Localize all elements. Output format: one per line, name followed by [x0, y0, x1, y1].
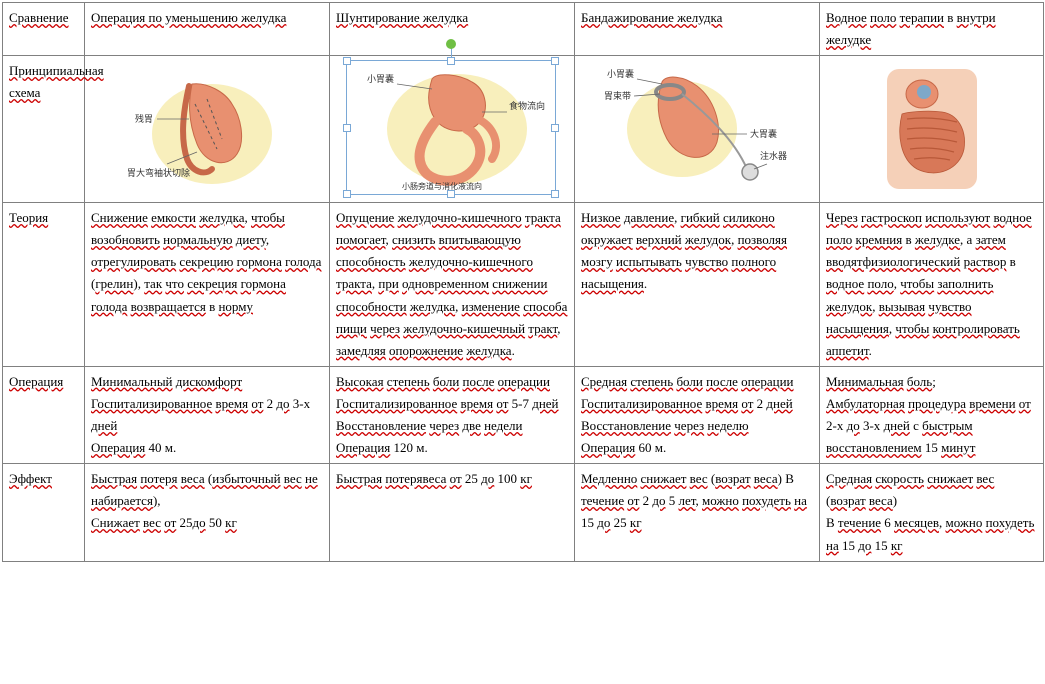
row-label-cell: Принципиальная схема	[3, 56, 85, 203]
cell-text: Низкое давление, гибкий силиконо окружае…	[581, 210, 787, 291]
diagram-cell-1: 残胃 胃大弯袖状切除	[85, 56, 330, 203]
diagram-label: 胃大弯袖状切除	[127, 167, 190, 178]
header-cell: Сравнение	[3, 3, 85, 56]
resize-handle[interactable]	[343, 190, 351, 198]
effect-cell: Медленно снижает вес (возрат веса) В теч…	[575, 464, 820, 561]
effect-cell: Быстрая потерявеса от 25 до 100 кг	[330, 464, 575, 561]
effect-cell: Средная скорость снижает вес (возрат вес…	[820, 464, 1044, 561]
header-cell: Операция по уменьшению желудка	[85, 3, 330, 56]
diagram-label: 小胃囊	[607, 68, 634, 79]
row-label-cell: Теория	[3, 203, 85, 367]
scheme-row: Принципиальная схема 残胃 胃大弯袖状切除	[3, 56, 1044, 203]
resize-handle[interactable]	[447, 190, 455, 198]
row-label: Теория	[9, 210, 48, 225]
resize-handle[interactable]	[343, 57, 351, 65]
effect-row: Эффект Быстрая потеря веса (избыточный в…	[3, 464, 1044, 561]
cell-text: Высокая степень боли после операции Госп…	[336, 374, 559, 455]
row-label: Операция	[9, 374, 63, 389]
operation-cell: Высокая степень боли после операции Госп…	[330, 366, 575, 463]
cell-text: Медленно снижает вес (возрат веса) В теч…	[581, 471, 807, 530]
header-label: Бандажирование желудка	[581, 10, 722, 25]
operation-cell: Средная степень боли после операции Госп…	[575, 366, 820, 463]
diagram-label: 注水器	[760, 150, 787, 161]
diagram-cell-3: 小胃囊 胃束带 大胃囊 注水器	[575, 56, 820, 203]
resize-handle[interactable]	[447, 57, 455, 65]
operation-row: Операция Минимальный дискомфорт Госпитал…	[3, 366, 1044, 463]
header-cell: Бандажирование желудка	[575, 3, 820, 56]
sleeve-gastrectomy-diagram: 残胃 胃大弯袖状切除	[117, 64, 297, 194]
row-label: Эффект	[9, 471, 52, 486]
cell-text: Средная степень боли после операции Госп…	[581, 374, 794, 455]
image-selection-frame[interactable]	[346, 60, 556, 195]
cell-text: Средная скорость снижает вес (возрат вес…	[826, 471, 1034, 552]
theory-cell: Низкое давление, гибкий силиконо окружае…	[575, 203, 820, 367]
cell-text: Быстрая потерявеса от 25 до 100 кг	[336, 471, 532, 486]
balloon-diagram	[872, 64, 992, 194]
theory-cell: Через гастроскоп используют водное поло …	[820, 203, 1044, 367]
cell-text: Опущение желудочно-кишечного тракта помо…	[336, 210, 567, 358]
cell-text: Снижение емкости желудка, чтобы возобнов…	[91, 210, 321, 313]
header-label: Сравнение	[9, 10, 69, 25]
header-label: Водное поло терапии в внутри желудке	[826, 10, 996, 47]
theory-row: Теория Снижение емкости желудка, чтобы в…	[3, 203, 1044, 367]
diagram-label: 大胃囊	[750, 128, 777, 139]
header-label: Шунтирование желудка	[336, 10, 468, 25]
row-label-cell: Операция	[3, 366, 85, 463]
cell-text: Быстрая потеря веса (избыточный вес не н…	[91, 471, 318, 530]
resize-handle[interactable]	[343, 124, 351, 132]
theory-cell: Опущение желудочно-кишечного тракта помо…	[330, 203, 575, 367]
diagram-cell-4	[820, 56, 1044, 203]
comparison-table: Сравнение Операция по уменьшению желудка…	[2, 2, 1044, 562]
row-label-cell: Эффект	[3, 464, 85, 561]
resize-handle[interactable]	[551, 57, 559, 65]
operation-cell: Минимальная боль;Амбулаторная процедура …	[820, 366, 1044, 463]
cell-text: Через гастроскоп используют водное поло …	[826, 210, 1032, 358]
effect-cell: Быстрая потеря веса (избыточный вес не н…	[85, 464, 330, 561]
resize-handle[interactable]	[551, 124, 559, 132]
diagram-label: 胃束带	[604, 91, 631, 101]
cell-text: Минимальная боль;Амбулаторная процедура …	[826, 374, 1031, 455]
theory-cell: Снижение емкости желудка, чтобы возобнов…	[85, 203, 330, 367]
header-row: Сравнение Операция по уменьшению желудка…	[3, 3, 1044, 56]
cell-text: Минимальный дискомфорт Госпитализированн…	[91, 374, 310, 455]
operation-cell: Минимальный дискомфорт Госпитализированн…	[85, 366, 330, 463]
diagram-label: 残胃	[135, 113, 153, 124]
resize-handle[interactable]	[551, 190, 559, 198]
diagram-cell-2[interactable]: 小胃囊 食物流向 小肠旁道与消化液流向	[330, 56, 575, 203]
header-cell: Водное поло терапии в внутри желудке	[820, 3, 1044, 56]
banding-diagram: 小胃囊 胃束带 大胃囊 注水器	[592, 64, 802, 194]
header-label: Операция по уменьшению желудка	[91, 10, 286, 25]
